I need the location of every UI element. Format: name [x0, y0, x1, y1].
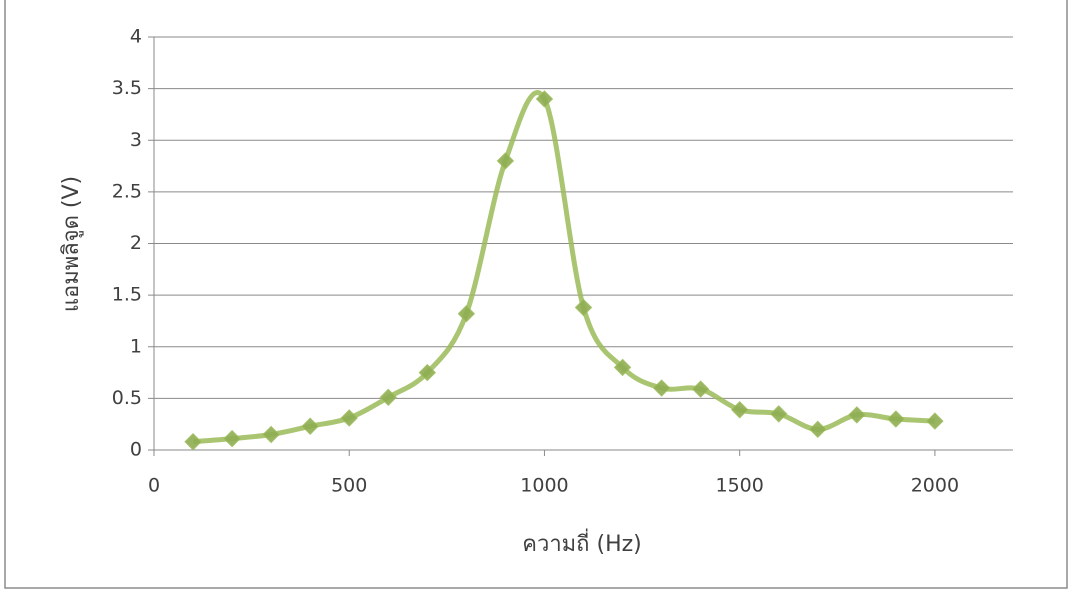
y-tick-label: 2 [130, 232, 142, 254]
y-tick-label: 1 [130, 335, 142, 357]
data-marker [379, 388, 397, 407]
data-marker [340, 409, 358, 427]
data-marker [535, 90, 554, 108]
data-marker [496, 152, 515, 170]
data-marker [457, 305, 476, 323]
y-tick-label: 4 [130, 26, 142, 48]
data-marker [652, 379, 671, 397]
data-marker [574, 298, 593, 317]
y-tick-label: 3 [130, 129, 142, 151]
x-axis-title: ความถี่ (Hz) [522, 528, 642, 557]
data-marker [848, 406, 866, 424]
x-tick-label: 2000 [911, 475, 959, 497]
x-tick-label: 1500 [716, 475, 764, 497]
y-tick-label: 0 [130, 439, 142, 461]
data-marker [184, 433, 202, 451]
series-line [192, 90, 936, 445]
x-tick-label: 500 [331, 475, 367, 497]
data-marker [691, 380, 710, 398]
data-marker [887, 410, 905, 428]
data-marker [418, 363, 437, 382]
data-marker [262, 425, 280, 444]
data-marker [613, 358, 632, 377]
y-tick-label: 3.5 [112, 77, 142, 99]
y-tick-label: 0.5 [112, 387, 142, 409]
data-marker [926, 412, 944, 430]
x-tick-label: 0 [148, 475, 160, 497]
data-marker [730, 401, 749, 419]
y-tick-label: 2.5 [112, 180, 142, 202]
y-axis-title: แอมพลิจูด (V) [59, 176, 84, 312]
data-marker [770, 405, 788, 423]
data-marker [809, 420, 827, 439]
chart-frame [4, 0, 1068, 589]
data-marker [223, 429, 241, 448]
x-tick-label: 1000 [520, 475, 568, 497]
y-tick-label: 1.5 [112, 284, 142, 306]
data-marker [301, 417, 319, 435]
